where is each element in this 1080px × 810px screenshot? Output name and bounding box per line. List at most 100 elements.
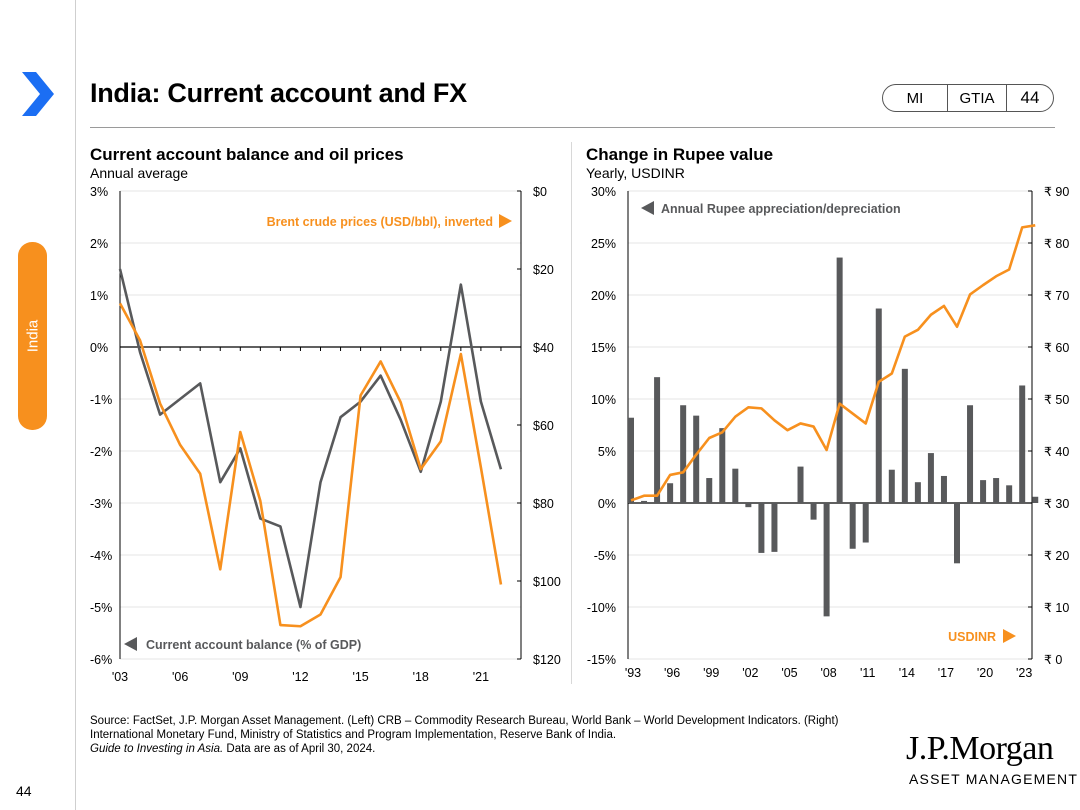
current-account-annotation: Current account balance (% of GDP) <box>146 638 361 652</box>
right-y-tick-label: 0% <box>598 497 616 511</box>
arrow-left-icon <box>641 201 654 215</box>
rupee-change-bar <box>862 503 869 543</box>
asset-management-label: ASSET MANAGEMENT <box>909 771 1079 787</box>
arrow-left-icon <box>124 637 137 651</box>
badge-gtia: GTIA <box>948 85 1007 111</box>
left-x-tick-label: '15 <box>352 670 368 684</box>
badge-page: 44 <box>1020 88 1040 107</box>
right-y-tick-label: 5% <box>598 445 616 459</box>
right-y-tick-label: -10% <box>587 601 616 615</box>
badge-mi: MI <box>883 85 948 111</box>
right-x-tick-label: '08 <box>820 666 836 680</box>
left-chart-subtitle: Annual average <box>90 165 189 181</box>
arrow-right-icon <box>499 214 512 228</box>
chart-divider <box>571 142 572 684</box>
rupee-change-bar <box>823 503 830 617</box>
rupee-change-bar <box>797 466 804 503</box>
right-y-tick-label: 10% <box>591 393 616 407</box>
rupee-change-bar <box>927 453 934 503</box>
rupee-change-bar <box>967 405 974 503</box>
rupee-change-bar <box>732 468 739 503</box>
brent-crude-line <box>118 302 503 628</box>
right-y-tick-label: 25% <box>591 237 616 251</box>
left-y2-tick-label: $0 <box>533 185 547 199</box>
arrow-right-icon <box>1003 629 1016 643</box>
rupee-change-bar <box>1019 385 1026 503</box>
right-y-tick-label: -5% <box>594 549 616 563</box>
rupee-change-bar <box>719 428 726 503</box>
right-x-tick-label: '14 <box>899 666 915 680</box>
rupee-change-bar <box>914 482 921 503</box>
rupee-change-bar <box>628 417 634 503</box>
rupee-change-bar <box>940 475 947 503</box>
rupee-change-bar <box>758 503 765 553</box>
left-y-tick-label: -2% <box>90 445 112 459</box>
right-x-tick-label: '20 <box>977 666 993 680</box>
rupee-change-bar <box>680 405 687 503</box>
source-date: Data are as of April 30, 2024. <box>223 743 376 755</box>
rupee-change-bar <box>1032 496 1039 503</box>
page-number: 44 <box>16 783 32 799</box>
section-tab[interactable] <box>18 242 47 430</box>
right-y-tick-label: 30% <box>591 185 616 199</box>
right-chart-subtitle: Yearly, USDINR <box>586 165 685 181</box>
left-y-tick-label: -6% <box>90 653 112 667</box>
right-x-tick-label: '05 <box>781 666 797 680</box>
right-x-tick-label: '99 <box>703 666 719 680</box>
rupee-change-bar <box>901 368 908 503</box>
left-y-tick-label: -5% <box>90 601 112 615</box>
rupee-change-bar <box>836 257 843 503</box>
right-y2-tick-label: ₹ 20 <box>1044 549 1069 563</box>
left-y2-tick-label: $40 <box>533 341 554 355</box>
left-y-tick-label: -4% <box>90 549 112 563</box>
rupee-change-bar <box>810 503 817 520</box>
right-x-tick-label: '93 <box>625 666 641 680</box>
left-x-tick-label: '03 <box>112 670 128 684</box>
right-y-tick-label: 15% <box>591 341 616 355</box>
left-y-tick-label: 1% <box>90 289 108 303</box>
right-y2-tick-label: ₹ 90 <box>1044 185 1069 199</box>
rupee-change-bar <box>875 308 882 503</box>
left-y2-tick-label: $80 <box>533 497 554 511</box>
left-y-tick-label: -1% <box>90 393 112 407</box>
rupee-change-bar <box>980 480 987 503</box>
rupee-change-bar <box>654 377 661 503</box>
left-x-tick-label: '18 <box>413 670 429 684</box>
left-divider <box>75 0 76 810</box>
left-x-tick-label: '09 <box>232 670 248 684</box>
left-x-tick-label: '21 <box>473 670 489 684</box>
left-y-tick-label: 0% <box>90 341 108 355</box>
source-guide-title: Guide to Investing in Asia. <box>90 743 224 755</box>
rupee-change-bar <box>888 469 895 503</box>
left-x-tick-label: '12 <box>292 670 308 684</box>
left-y2-tick-label: $60 <box>533 419 554 433</box>
source-line-1: Source: FactSet, J.P. Morgan Asset Manag… <box>90 715 839 727</box>
badge-group: MI GTIA 44 <box>882 84 1054 112</box>
rupee-bar-annotation: Annual Rupee appreciation/depreciation <box>661 202 901 216</box>
right-x-tick-label: '02 <box>742 666 758 680</box>
rupee-change-bar <box>641 500 648 503</box>
rupee-change-bar <box>1006 485 1013 503</box>
brent-annotation: Brent crude prices (USD/bbl), inverted <box>267 215 493 229</box>
left-chart-title: Current account balance and oil prices <box>90 145 404 164</box>
left-y-tick-label: 3% <box>90 185 108 199</box>
right-y2-tick-label: ₹ 60 <box>1044 341 1069 355</box>
right-y2-tick-label: ₹ 70 <box>1044 289 1069 303</box>
page-title: India: Current account and FX <box>90 78 467 108</box>
right-y2-tick-label: ₹ 0 <box>1044 653 1062 667</box>
rupee-change-bar <box>993 478 1000 503</box>
right-x-tick-label: '23 <box>1016 666 1032 680</box>
rupee-change-bar <box>745 503 752 508</box>
rupee-change-bar <box>667 483 674 503</box>
rupee-change-bar <box>849 503 856 549</box>
rupee-change-bar <box>771 503 778 552</box>
right-y-tick-label: -15% <box>587 653 616 667</box>
right-x-tick-label: '96 <box>664 666 680 680</box>
right-y2-tick-label: ₹ 30 <box>1044 497 1069 511</box>
source-line-2: International Monetary Fund, Ministry of… <box>90 729 617 741</box>
right-x-tick-label: '17 <box>938 666 954 680</box>
current-account-line <box>118 268 503 609</box>
left-y2-tick-label: $100 <box>533 575 561 589</box>
right-chart-title: Change in Rupee value <box>586 145 774 164</box>
